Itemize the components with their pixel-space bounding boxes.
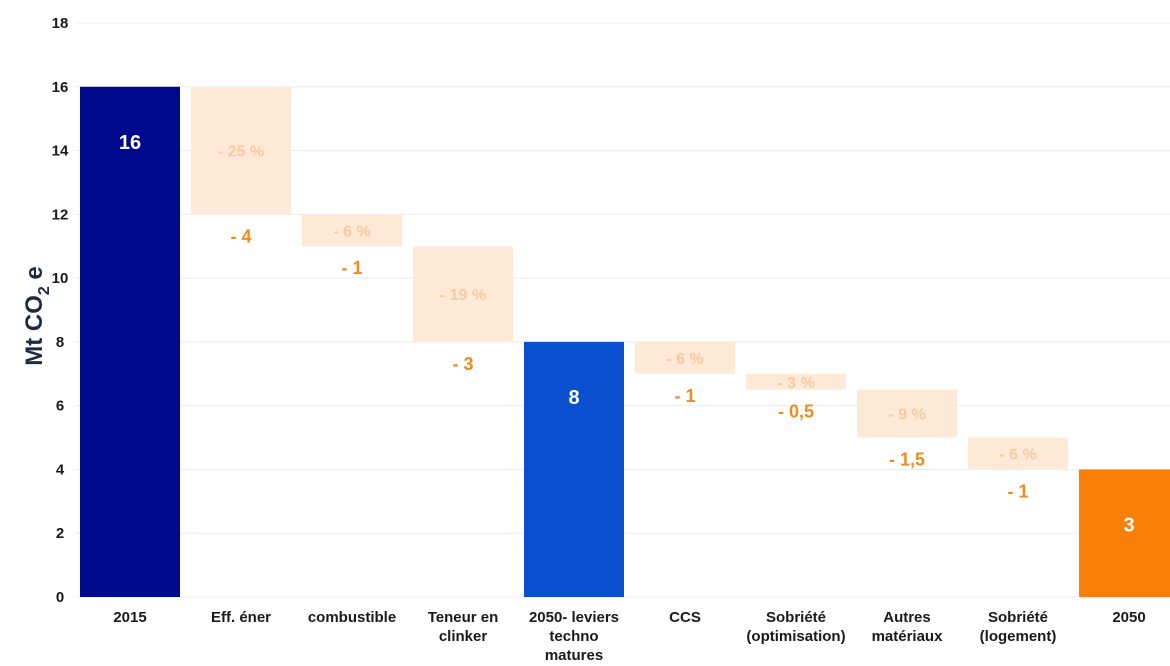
- decrease-bar: [857, 389, 957, 438]
- y-tick-label: 6: [56, 398, 64, 415]
- bar-value-label: 3: [1123, 514, 1134, 536]
- percent-label: - 25 %: [218, 144, 264, 161]
- percent-label: - 19 %: [440, 287, 486, 304]
- decrease-bar: [635, 341, 735, 374]
- x-category-label: Teneur en clinker: [428, 609, 499, 645]
- decrease-bar: [413, 246, 513, 342]
- y-tick-label: 18: [52, 15, 69, 32]
- delta-label: - 1,5: [889, 450, 925, 470]
- y-axis-ticks: 0 2 4 6 8 10 12 14 16 18: [52, 15, 69, 606]
- y-axis-label: Mt CO2 e: [21, 266, 53, 366]
- bar-value-label: 16: [119, 132, 141, 154]
- percent-label: - 6 %: [333, 223, 370, 240]
- x-category-label: 2050- leviers techno matures: [529, 609, 619, 664]
- x-category-label: CCS: [669, 609, 701, 626]
- percent-label: - 3 %: [777, 375, 814, 392]
- percent-label: - 6 %: [999, 447, 1036, 464]
- x-category-label: Autres matériaux: [872, 609, 944, 645]
- percent-label: - 6 %: [666, 351, 703, 368]
- x-category-label: Sobriété (optimisation): [746, 609, 845, 645]
- total-bar: [524, 341, 624, 597]
- total-bar: [1079, 469, 1170, 597]
- delta-label: - 3: [452, 354, 473, 374]
- y-tick-label: 4: [56, 461, 65, 478]
- decrease-bar: [191, 86, 291, 215]
- y-tick-label: 10: [52, 270, 69, 287]
- total-bar: [80, 86, 180, 598]
- data-labels: 16 - 25 % - 4 - 6 % - 1 - 19 % - 3 8 - 6 % - 1 - 3…: [119, 132, 1135, 537]
- decrease-bar: [746, 373, 846, 390]
- x-category-label: 2015: [113, 609, 146, 626]
- percent-label: - 9 %: [888, 407, 925, 424]
- x-category-label: 2050: [1112, 609, 1145, 626]
- delta-label: - 4: [230, 226, 251, 246]
- delta-label: - 0,5: [778, 402, 814, 422]
- delta-label: - 1: [674, 386, 695, 406]
- x-axis-categories: 2015 Eff. éner combustible Teneur en clinker…: [113, 609, 1145, 664]
- x-category-label: Sobriété (logement): [980, 609, 1057, 645]
- x-category-label: combustible: [308, 609, 396, 626]
- y-tick-label: 16: [52, 79, 69, 96]
- delta-label: - 1: [1007, 481, 1028, 501]
- y-tick-label: 0: [56, 589, 64, 606]
- decrease-bar: [968, 437, 1068, 470]
- bars: [80, 86, 1170, 598]
- y-tick-label: 2: [56, 525, 64, 542]
- y-tick-label: 8: [56, 334, 64, 351]
- y-tick-label: 14: [52, 143, 69, 160]
- decrease-bar: [302, 214, 402, 247]
- x-category-label: Eff. éner: [211, 609, 271, 626]
- y-tick-label: 12: [52, 206, 69, 223]
- bar-value-label: 8: [568, 387, 579, 409]
- delta-label: - 1: [341, 258, 362, 278]
